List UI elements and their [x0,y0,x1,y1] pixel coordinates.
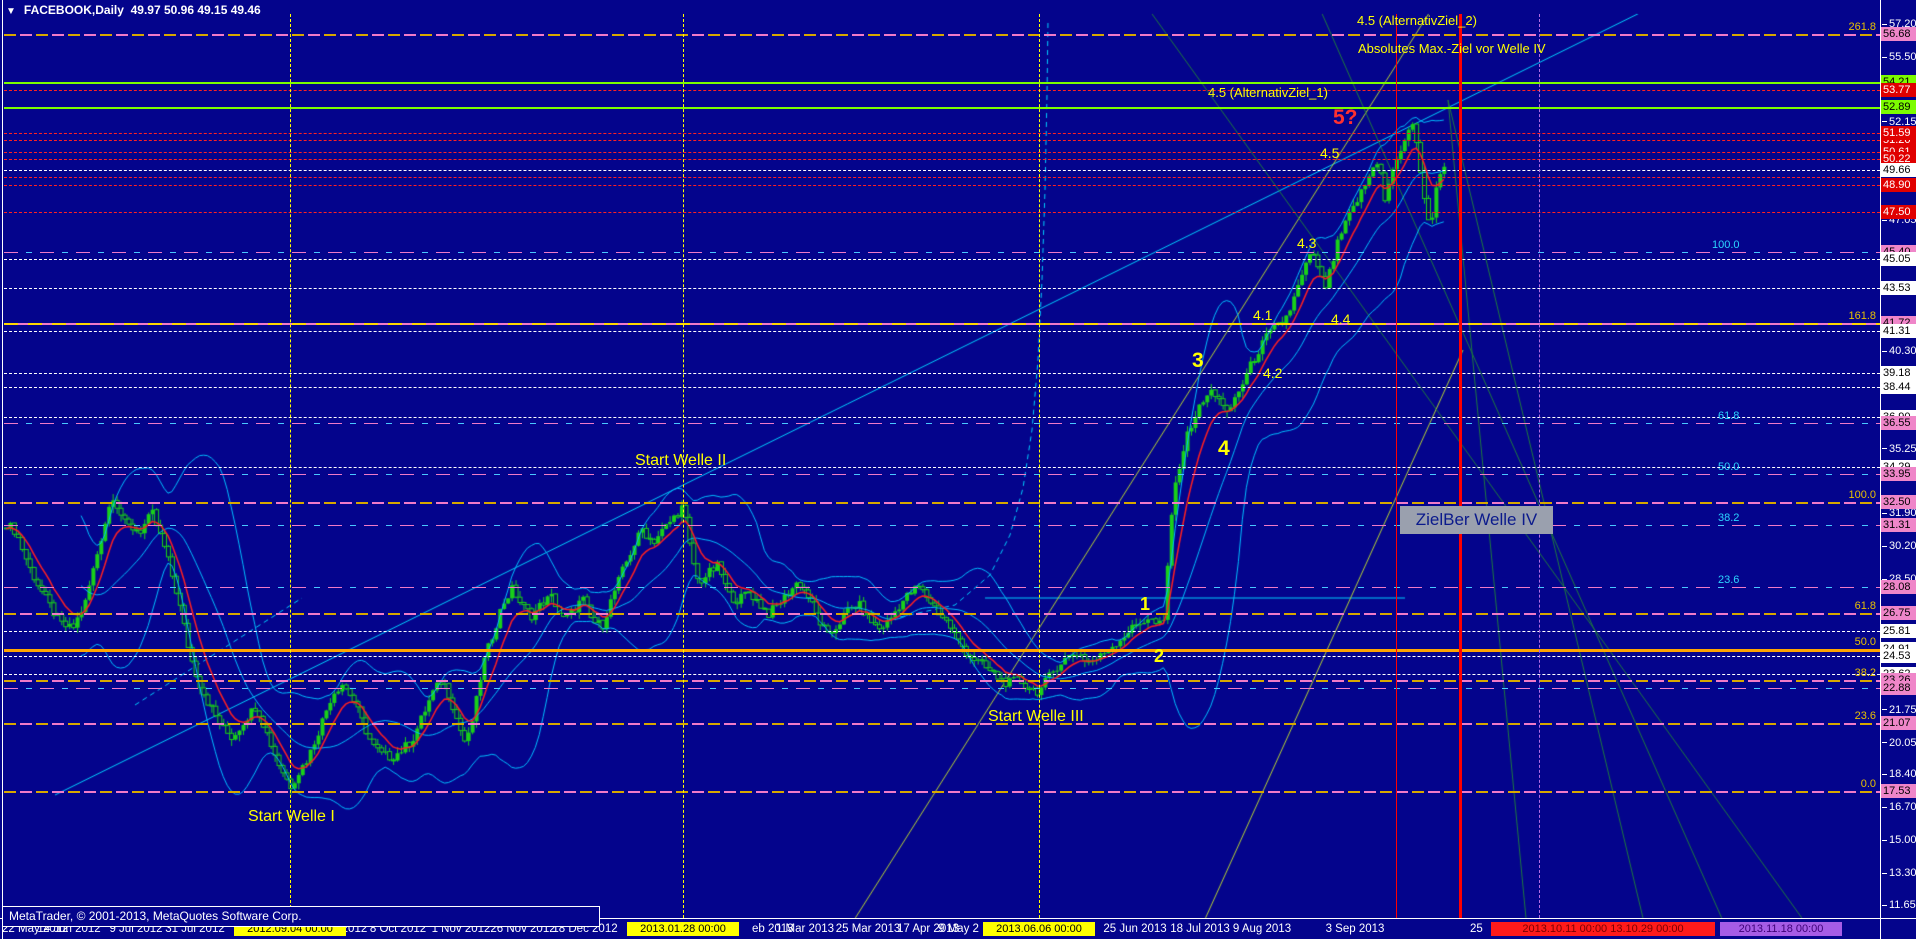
price-box-17.53: 17.53 [1881,784,1916,799]
price-tick-mark [1882,350,1887,352]
price-tick-mark [1882,121,1887,123]
price-tick-mark [1882,839,1887,841]
chart-ohlc-values: 49.97 50.96 49.15 49.46 [130,3,261,17]
date-label[interactable]: eb 2013 [752,923,794,935]
date-label[interactable]: 1 Mar 2013 [775,923,835,935]
date-label[interactable]: 25 Jun 2013 [1103,923,1167,935]
status-bar: MetaTrader, © 2001-2013, MetaQuotes Soft… [2,906,600,927]
date-label[interactable]: 25 [1470,923,1483,935]
date-box[interactable]: 2013.06.06 00:00 [983,922,1095,936]
price-box-38.44: 38.44 [1881,379,1916,394]
price-box-56.68: 56.68 [1881,27,1916,42]
date-label[interactable]: 25 Mar 2013 [835,923,901,935]
price-tick-52.15: 52.15 [1882,116,1916,128]
price-tick-mark [1882,872,1887,874]
price-tick-mark [1882,578,1887,580]
price-box-52.89: 52.89 [1881,100,1916,115]
price-box-47.50: 47.50 [1881,204,1916,219]
price-tick-16.7: 16.70 [1882,801,1916,813]
price-box-33.95: 33.95 [1881,466,1916,481]
price-tick-mark [1882,56,1887,58]
price-tick-31.9: 31.90 [1882,507,1916,519]
price-tick-mark [1882,23,1887,25]
price-tick-mark [1882,806,1887,808]
price-tick-mark [1882,904,1887,906]
date-box[interactable]: 2013.10.11 00:00 13.10.29 00:00 [1491,922,1715,936]
price-box-26.75: 26.75 [1881,605,1916,620]
price-box-28.08: 28.08 [1881,580,1916,595]
chart-symbol-label: FACEBOOK,Daily [23,3,124,17]
date-label[interactable]: 9 May 2 [938,923,979,935]
price-box-31.31: 31.31 [1881,517,1916,532]
price-box-48.90: 48.90 [1881,177,1916,192]
price-box-21.07: 21.07 [1881,715,1916,730]
price-tick-mark [1882,774,1887,776]
price-axis-separator [1880,0,1881,939]
price-box-49.66: 49.66 [1881,162,1916,177]
price-tick-15: 15.00 [1882,834,1916,846]
chart-dropdown-icon[interactable]: ▼ [6,6,16,17]
price-box-39.18: 39.18 [1881,365,1916,380]
price-tick-18.4: 18.40 [1882,768,1916,780]
ziel-bereich-welle-iv-box[interactable]: ZielBer Welle IV [1400,506,1553,534]
date-box[interactable]: 2013.11.18 00:00 [1720,922,1842,936]
price-tick-mark [1882,448,1887,450]
price-tick-20.05: 20.05 [1882,737,1916,749]
price-tick-40.3: 40.30 [1882,345,1916,357]
date-label[interactable]: 9 Aug 2013 [1232,923,1292,935]
window-left-border [2,0,3,939]
price-box-43.53: 43.53 [1881,281,1916,296]
price-tick-11.65: 11.65 [1882,899,1916,911]
price-tick-mark [1882,709,1887,711]
date-label[interactable]: 17 Apr 2013 [896,923,960,935]
price-tick-55.5: 55.50 [1882,51,1916,63]
price-box-32.50: 32.50 [1881,494,1916,509]
status-bar-text: MetaTrader, © 2001-2013, MetaQuotes Soft… [9,909,302,923]
price-tick-30.2: 30.20 [1882,540,1916,552]
price-box-51.59: 51.59 [1881,125,1916,140]
price-tick-21.75: 21.75 [1882,704,1916,716]
chart-title: ▼ FACEBOOK,Daily 49.97 50.96 49.15 49.46 [6,3,261,17]
price-tick-mark [1882,742,1887,744]
ziel-bereich-label: ZielBer Welle IV [1415,510,1538,529]
price-box-25.81: 25.81 [1881,624,1916,639]
date-label[interactable]: 18 Jul 2013 [1170,923,1230,935]
price-box-24.53: 24.53 [1881,648,1916,663]
price-box-50.22: 50.22 [1881,152,1916,167]
price-box-45.05: 45.05 [1881,252,1916,267]
price-box-36.55: 36.55 [1881,416,1916,431]
price-tick-mark [1882,512,1887,514]
price-box-41.31: 41.31 [1881,324,1916,339]
time-axis-separator [0,918,1916,919]
price-tick-35.25: 35.25 [1882,443,1916,455]
price-tick-mark [1882,219,1887,221]
price-tick-13.3: 13.30 [1882,867,1916,879]
date-label[interactable]: 3 Sep 2013 [1325,923,1385,935]
price-tick-57.2: 57.20 [1882,18,1916,30]
price-tick-mark [1882,545,1887,547]
date-box[interactable]: 2013.01.28 00:00 [627,922,739,936]
price-box-22.88: 22.88 [1881,680,1916,695]
price-box-53.77: 53.77 [1881,83,1916,98]
